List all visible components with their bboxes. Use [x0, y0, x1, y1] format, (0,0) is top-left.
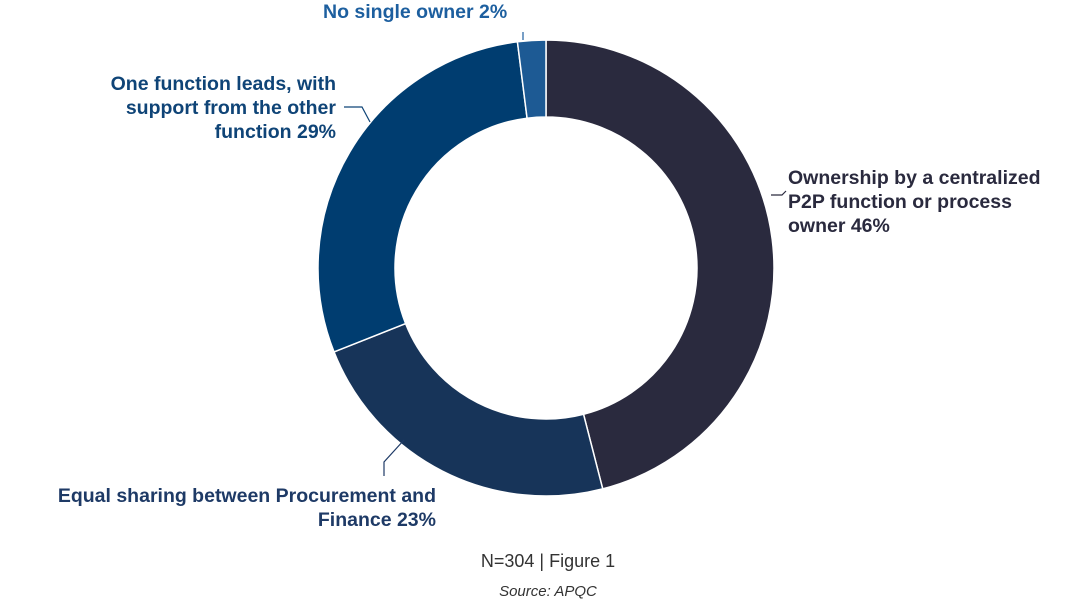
label-line: support from the other	[125, 97, 336, 119]
donut-slice-0	[545, 39, 775, 490]
figure-caption: N=304 | Figure 1	[480, 551, 616, 571]
donut-slice-3	[516, 39, 547, 120]
label-equal-sharing: Equal sharing between Procurement and Fi…	[8, 484, 436, 532]
label-line: No single owner 2%	[323, 1, 508, 23]
label-line: Equal sharing between Procurement and	[57, 485, 436, 507]
donut-slice-2	[317, 40, 528, 353]
label-no-single-owner: No single owner 2%	[323, 0, 507, 24]
label-line: Finance 23%	[317, 509, 436, 531]
label-one-function: One function leads, with support from th…	[40, 72, 336, 144]
label-line: function 29%	[214, 121, 336, 143]
label-centralized: Ownership by a centralized P2P function …	[788, 166, 1041, 238]
leader-line-2	[344, 106, 371, 123]
label-line: One function leads, with	[110, 73, 336, 95]
source-note: Source: APQC	[499, 583, 597, 600]
label-line: P2P function or process	[788, 191, 1012, 213]
leader-line-0	[771, 190, 787, 196]
leader-line-1	[383, 439, 405, 476]
label-line: Ownership by a centralized	[788, 167, 1041, 189]
donut-slice-1	[333, 322, 604, 497]
label-line: owner 46%	[788, 215, 890, 237]
